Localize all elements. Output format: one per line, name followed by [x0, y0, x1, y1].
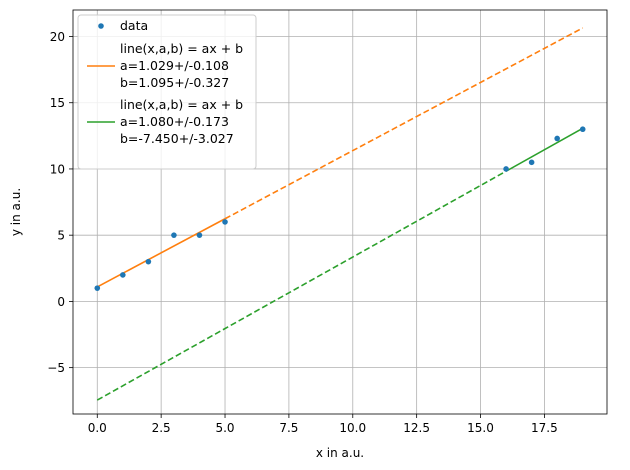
legend-marker-data	[98, 23, 104, 29]
data-point	[171, 232, 177, 238]
legend-label-data: data	[120, 18, 148, 33]
x-tick-label: 10.0	[339, 421, 366, 435]
legend-label-fit-1: b=1.095+/-0.327	[120, 75, 229, 90]
data-point	[196, 232, 203, 238]
x-tick-label: 2.5	[152, 421, 171, 435]
y-tick-label: 20	[50, 30, 65, 44]
x-tick-label: 12.5	[403, 421, 430, 435]
y-tick-label: 5	[57, 229, 65, 243]
data-point	[145, 258, 152, 265]
legend-label-fit-2: b=-7.450+/-3.027	[120, 131, 234, 146]
x-tick-label: 7.5	[279, 421, 298, 435]
x-tick-label: 15.0	[467, 421, 494, 435]
legend-label-fit-2: line(x,a,b) = ax + b	[120, 97, 243, 112]
legend-label-fit-2: a=1.080+/-0.173	[120, 114, 229, 129]
fit-line-dashed-1	[224, 27, 584, 220]
legend: data line(x,a,b) = ax + b a=1.029+/-0.108 b…	[77, 14, 257, 170]
fit-line-dashed-2	[96, 170, 507, 401]
y-tick-label: 10	[50, 162, 65, 176]
legend-label-fit-1: line(x,a,b) = ax + b	[120, 41, 243, 56]
data-point	[528, 159, 535, 166]
x-axis-label: x in a.u.	[316, 446, 364, 460]
fit-line-solid-1	[96, 218, 226, 288]
fit-line-solid-2	[505, 127, 584, 172]
data-point	[554, 135, 560, 142]
data-point	[120, 272, 126, 278]
y-axis-label: y in a.u.	[9, 188, 23, 236]
plot-series	[94, 27, 586, 401]
data-point	[579, 126, 586, 133]
legend-box	[77, 14, 257, 170]
y-tick-label: −5	[47, 361, 65, 375]
legend-label-fit-1: a=1.029+/-0.108	[120, 58, 229, 73]
x-tick-label: 0.0	[88, 421, 107, 435]
axis-ticks: 0.0 2.5 5.0 7.5 10.0 12.5 15.0 17.5 −5 0 5 10 15 20	[47, 30, 557, 435]
y-tick-label: 15	[50, 96, 65, 110]
x-tick-label: 17.5	[531, 421, 558, 435]
plot-frame	[72, 9, 608, 415]
data-point	[222, 219, 228, 225]
data-point	[503, 166, 509, 172]
y-tick-label: 0	[57, 295, 65, 309]
x-tick-label: 5.0	[215, 421, 234, 435]
data-point	[94, 285, 101, 291]
